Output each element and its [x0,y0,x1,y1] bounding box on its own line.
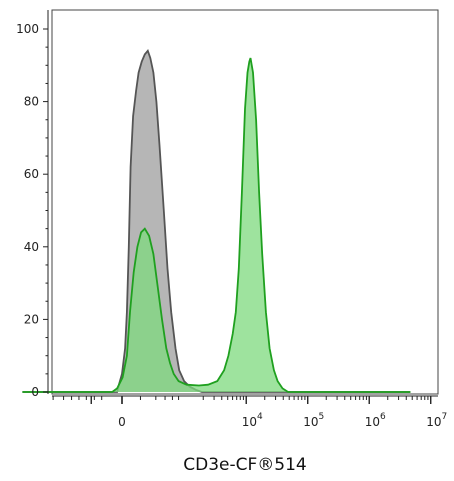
y-tick-label: 80 [24,95,39,109]
series-0-line [22,49,411,393]
y-tick-label: 100 [16,22,39,36]
series-1-line [22,57,411,393]
x-tick-exponent: 7 [442,412,448,422]
x-tick-exponent: 4 [257,412,263,422]
x-axis: 0 104 105 106 107 [52,395,447,429]
y-tick-label: 20 [24,312,39,326]
x-tick-label: 105 [303,412,324,429]
series-layer [22,49,411,393]
y-axis: 0 20 40 60 80 100 [16,10,49,399]
x-tick-exponent: 6 [380,412,386,422]
x-tick-exponent: 5 [319,412,325,422]
x-tick-label: 107 [426,412,447,429]
y-tick-label: 0 [31,385,39,399]
y-tick-label: 60 [24,167,39,181]
x-axis-title: CD3e-CF®514 [183,455,306,475]
y-tick-label: 40 [24,240,39,254]
x-tick-label: 104 [242,412,263,429]
x-tick-label: 106 [365,412,386,429]
x-tick-label: 0 [118,415,126,429]
